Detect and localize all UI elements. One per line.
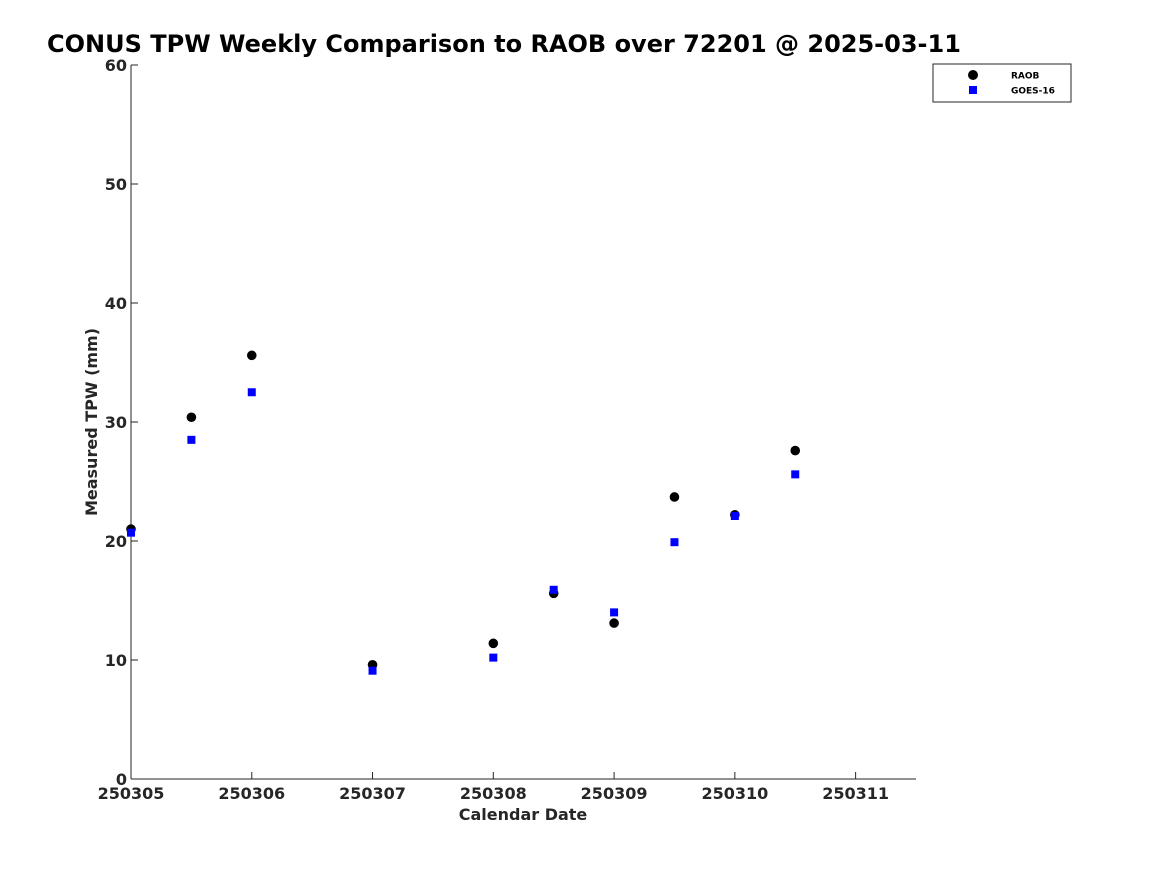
x-tick-label: 250306 xyxy=(218,784,285,803)
goes-16-point xyxy=(610,608,619,617)
axes: 250305 250306 250307 250308 250309 250310 2503… xyxy=(98,56,916,803)
goes-16-point xyxy=(127,528,135,537)
legend: RAOB GOES-16 xyxy=(932,63,1072,103)
goes-16-point xyxy=(187,435,196,444)
y-tick-label: 10 xyxy=(105,651,127,670)
goes-16-point xyxy=(549,585,558,594)
raob-point xyxy=(669,492,680,502)
goes-16-point xyxy=(489,653,498,662)
goes-16-point xyxy=(670,538,679,547)
data-marks xyxy=(126,350,801,675)
raob-point xyxy=(790,445,801,456)
y-tick-label: 0 xyxy=(116,770,127,789)
legend-label-raob: RAOB xyxy=(1011,72,1040,82)
raob-point xyxy=(609,618,619,628)
legend-label-goes-16: GOES-16 xyxy=(1011,87,1055,97)
x-tick-label: 250307 xyxy=(339,784,406,803)
raob-point xyxy=(186,412,197,423)
legend-box xyxy=(932,63,1072,103)
legend-marker-raob xyxy=(968,70,978,80)
raob-point xyxy=(246,350,257,361)
y-tick-label: 60 xyxy=(105,56,127,75)
goes-16-point xyxy=(247,388,256,397)
y-axis-label: Measured TPW (mm) xyxy=(82,328,101,516)
x-tick-label: 250308 xyxy=(460,784,527,803)
x-tick-label: 250305 xyxy=(98,784,165,803)
x-tick-label: 250310 xyxy=(701,784,768,803)
goes-16-point xyxy=(730,512,739,521)
raob-point xyxy=(488,638,499,649)
chart-title: CONUS TPW Weekly Comparison to RAOB over… xyxy=(47,30,961,58)
x-tick-label: 250311 xyxy=(822,784,889,803)
x-axis-label: Calendar Date xyxy=(459,805,588,824)
y-tick-label: 40 xyxy=(105,294,127,313)
goes-16-point xyxy=(368,666,377,675)
y-tick-label: 20 xyxy=(105,532,127,551)
y-tick-label: 50 xyxy=(105,175,127,194)
goes-16-point xyxy=(791,470,800,479)
x-tick-label: 250309 xyxy=(581,784,648,803)
y-tick-label: 30 xyxy=(105,413,127,432)
legend-marker-goes-16 xyxy=(969,86,977,94)
